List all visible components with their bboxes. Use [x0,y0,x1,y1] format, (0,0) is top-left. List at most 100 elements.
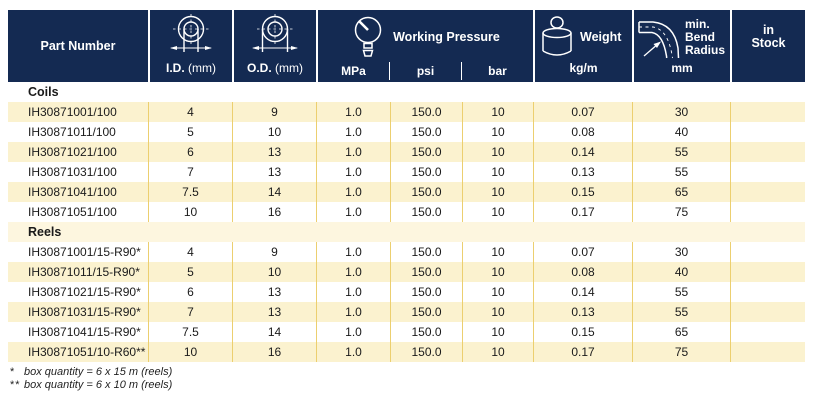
weight-unit: kg/m [569,61,598,75]
cell-weight: 0.14 [533,282,632,302]
cell-pressure-bar: 10 [462,262,533,282]
unit-bar: bar [461,61,533,80]
cell-pressure-bar: 10 [462,322,533,342]
unit-mpa: MPa [341,63,366,78]
section-header-row: Coils [8,82,805,102]
cell-outer-diameter: 16 [232,202,316,222]
weight-icon [542,16,572,56]
cell-pressure-mpa: 1.0 [316,242,390,262]
cell-pressure-mpa: 1.0 [316,102,390,122]
inner-diameter-unit: I.D. (mm) [166,61,216,82]
cell-bend-radius: 65 [632,182,730,202]
cell-inner-diameter: 7.5 [148,322,232,342]
cell-weight: 0.07 [533,102,632,122]
cell-bend-radius: 40 [632,262,730,282]
cell-outer-diameter: 13 [232,282,316,302]
cell-bend-radius: 75 [632,202,730,222]
cell-pressure-bar: 10 [462,102,533,122]
table-row: IH30871031/100 7 13 1.0 150.0 10 0.13 55 [8,162,805,182]
cell-pressure-mpa: 1.0 [316,142,390,162]
part-number-label: Part Number [40,38,116,53]
cell-pressure-mpa: 1.0 [316,342,390,362]
table-header: Part Number I.D. (mm) [8,10,805,82]
cell-pressure-psi: 150.0 [390,122,462,142]
cell-bend-radius: 65 [632,322,730,342]
stock-line-2: Stock [751,36,786,50]
cell-weight: 0.07 [533,242,632,262]
bend-line-3: Radius [685,42,726,57]
cell-pressure-psi: 150.0 [390,202,462,222]
cell-outer-diameter: 13 [232,302,316,322]
cell-part-number: IH30871001/100 [28,105,117,119]
footnote-2: ** box quantity = 6 x 10 m (reels) [10,379,172,392]
cell-part-number: IH30871041/100 [28,185,117,199]
cell-pressure-psi: 150.0 [390,142,462,162]
cell-in-stock [730,242,805,262]
cell-pressure-psi: 150.0 [390,102,462,122]
cell-inner-diameter: 5 [148,262,232,282]
cell-in-stock [730,342,805,362]
cell-pressure-bar: 10 [462,162,533,182]
bend-line-2: Bend [685,29,715,44]
table-row: IH30871051/100 10 16 1.0 150.0 10 0.17 75 [8,202,805,222]
table-row: IH30871001/15-R90* 4 9 1.0 150.0 10 0.07 30 [8,242,805,262]
cell-pressure-mpa: 1.0 [316,282,390,302]
od-unit: (mm) [271,61,303,75]
outer-diameter-icon [252,14,298,52]
cell-part-number: IH30871021/100 [28,145,117,159]
cell-weight: 0.13 [533,162,632,182]
bend-radius-label: min. Bend Radius [685,17,726,57]
inner-diameter-icon [170,14,212,52]
cell-weight: 0.17 [533,342,632,362]
cell-outer-diameter: 13 [232,142,316,162]
cell-outer-diameter: 9 [232,102,316,122]
header-part-number: Part Number [8,10,148,82]
table-row: IH30871031/15-R90* 7 13 1.0 150.0 10 0.13 55 [8,302,805,322]
table-row: IH30871041/100 7.5 14 1.0 150.0 10 0.15 65 [8,182,805,202]
table-row: IH30871001/100 4 9 1.0 150.0 10 0.07 30 [8,102,805,122]
unit-psi: psi [389,61,461,80]
outer-diameter-unit: O.D. (mm) [247,61,303,82]
footnote-1: * box quantity = 6 x 15 m (reels) [10,366,172,379]
cell-pressure-bar: 10 [462,342,533,362]
cell-in-stock [730,162,805,182]
cell-pressure-psi: 150.0 [390,342,462,362]
in-stock-label: in Stock [751,24,785,50]
footnote-1-text: box quantity = 6 x 15 m (reels) [24,366,173,378]
cell-pressure-psi: 150.0 [390,282,462,302]
table-row: IH30871051/10-R60** 10 16 1.0 150.0 10 0.17 75 [8,342,805,362]
cell-bend-radius: 30 [632,242,730,262]
cell-inner-diameter: 7.5 [148,182,232,202]
header-outer-diameter: O.D. (mm) [232,10,316,82]
cell-inner-diameter: 10 [148,202,232,222]
cell-weight: 0.08 [533,122,632,142]
cell-in-stock [730,322,805,342]
cell-outer-diameter: 14 [232,182,316,202]
cell-in-stock [730,142,805,162]
cell-pressure-psi: 150.0 [390,262,462,282]
cell-inner-diameter: 4 [148,102,232,122]
cell-part-number: IH30871021/15-R90* [28,285,141,299]
table-row: IH30871041/15-R90* 7.5 14 1.0 150.0 10 0.15 65 [8,322,805,342]
footnote-1-marker: * [10,366,16,378]
working-pressure-units: MPa psi bar [318,59,533,82]
cell-bend-radius: 40 [632,122,730,142]
section-label: Reels [28,225,62,239]
cell-bend-radius: 30 [632,102,730,122]
cell-inner-diameter: 10 [148,342,232,362]
table-row: IH30871011/15-R90* 5 10 1.0 150.0 10 0.08 40 [8,262,805,282]
cell-pressure-mpa: 1.0 [316,262,390,282]
cell-inner-diameter: 4 [148,242,232,262]
cell-in-stock [730,202,805,222]
section-label: Coils [28,85,59,99]
header-weight: Weight kg/m [533,10,632,82]
table-row: IH30871011/100 5 10 1.0 150.0 10 0.08 40 [8,122,805,142]
cell-in-stock [730,122,805,142]
cell-part-number: IH30871031/100 [28,165,117,179]
cell-outer-diameter: 9 [232,242,316,262]
table-row: IH30871021/15-R90* 6 13 1.0 150.0 10 0.14 55 [8,282,805,302]
cell-pressure-mpa: 1.0 [316,122,390,142]
header-bend-radius: min. Bend Radius mm [632,10,730,82]
cell-part-number: IH30871011/15-R90* [28,265,140,279]
cell-weight: 0.14 [533,142,632,162]
